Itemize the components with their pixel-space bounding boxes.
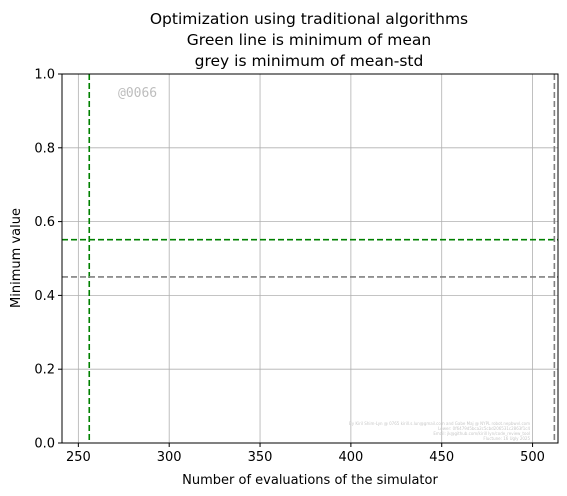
x-axis-ticks: 250 300 350 400 450 500 xyxy=(66,443,545,465)
chart-title-line-3: grey is minimum of mean-std xyxy=(195,52,424,70)
fine-print-line: Email: jk@github.com/kirill lyn/code_rev… xyxy=(433,431,530,436)
x-tick-label: 350 xyxy=(248,450,273,465)
chart-title: Optimization using traditional algorithm… xyxy=(150,10,468,70)
y-tick-label: 0.6 xyxy=(34,215,55,230)
y-axis-label: Minimum value xyxy=(9,208,24,308)
chart-title-line-2: Green line is minimum of mean xyxy=(187,31,431,49)
y-tick-label: 0.8 xyxy=(34,141,55,156)
y-tick-label: 0.2 xyxy=(34,363,55,378)
y-tick-label: 0.4 xyxy=(34,289,55,304)
x-tick-label: 300 xyxy=(157,450,182,465)
y-tick-label: 1.0 xyxy=(34,68,55,83)
x-tick-label: 400 xyxy=(338,450,363,465)
fine-print: By Kiril Shim-Lyn @ 0765 kirill.s.lun@gm… xyxy=(349,421,530,441)
plot-frame xyxy=(61,73,559,444)
watermark: @0066 xyxy=(118,86,157,101)
x-axis-label: Number of evaluations of the simulator xyxy=(182,473,438,488)
reference-lines xyxy=(62,74,558,443)
fine-print-line: Fluctune: 16 Ugly 2025 xyxy=(483,436,530,441)
chart-title-line-1: Optimization using traditional algorithm… xyxy=(150,10,468,28)
y-tick-label: 0.0 xyxy=(34,437,55,452)
grid xyxy=(62,73,558,444)
x-tick-label: 500 xyxy=(520,450,545,465)
fine-print-line: Lower: 0f6479d5bca2c5cbd206531c2863f1c4 xyxy=(438,426,530,431)
fine-print-line: By Kiril Shim-Lyn @ 0765 kirill.s.lun@gm… xyxy=(349,421,530,426)
x-tick-label: 250 xyxy=(66,450,91,465)
x-tick-label: 450 xyxy=(429,450,454,465)
y-axis-ticks: 0.0 0.2 0.4 0.6 0.8 1.0 xyxy=(34,68,62,452)
